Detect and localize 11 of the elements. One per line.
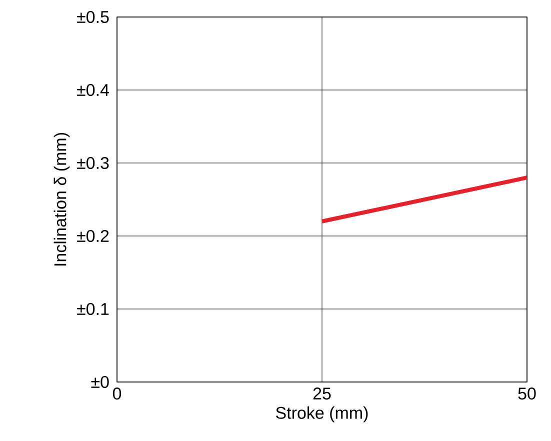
y-tick-label: ±0 [91, 376, 109, 388]
x-tick-label: 25 [313, 388, 331, 400]
y-axis-title: Inclination δ (mm) [54, 133, 70, 266]
y-tick-label: ±0.2 [77, 230, 109, 242]
y-tick-label: ±0.4 [77, 84, 109, 96]
x-tick-label: 0 [112, 388, 122, 400]
x-axis-title: Stroke (mm) [276, 406, 368, 422]
y-tick-label: ±0.3 [77, 156, 109, 170]
y-tick-label: ±0.5 [77, 10, 109, 24]
y-tick-label: ±0.1 [77, 302, 109, 316]
x-tick-label: 50 [518, 388, 536, 400]
